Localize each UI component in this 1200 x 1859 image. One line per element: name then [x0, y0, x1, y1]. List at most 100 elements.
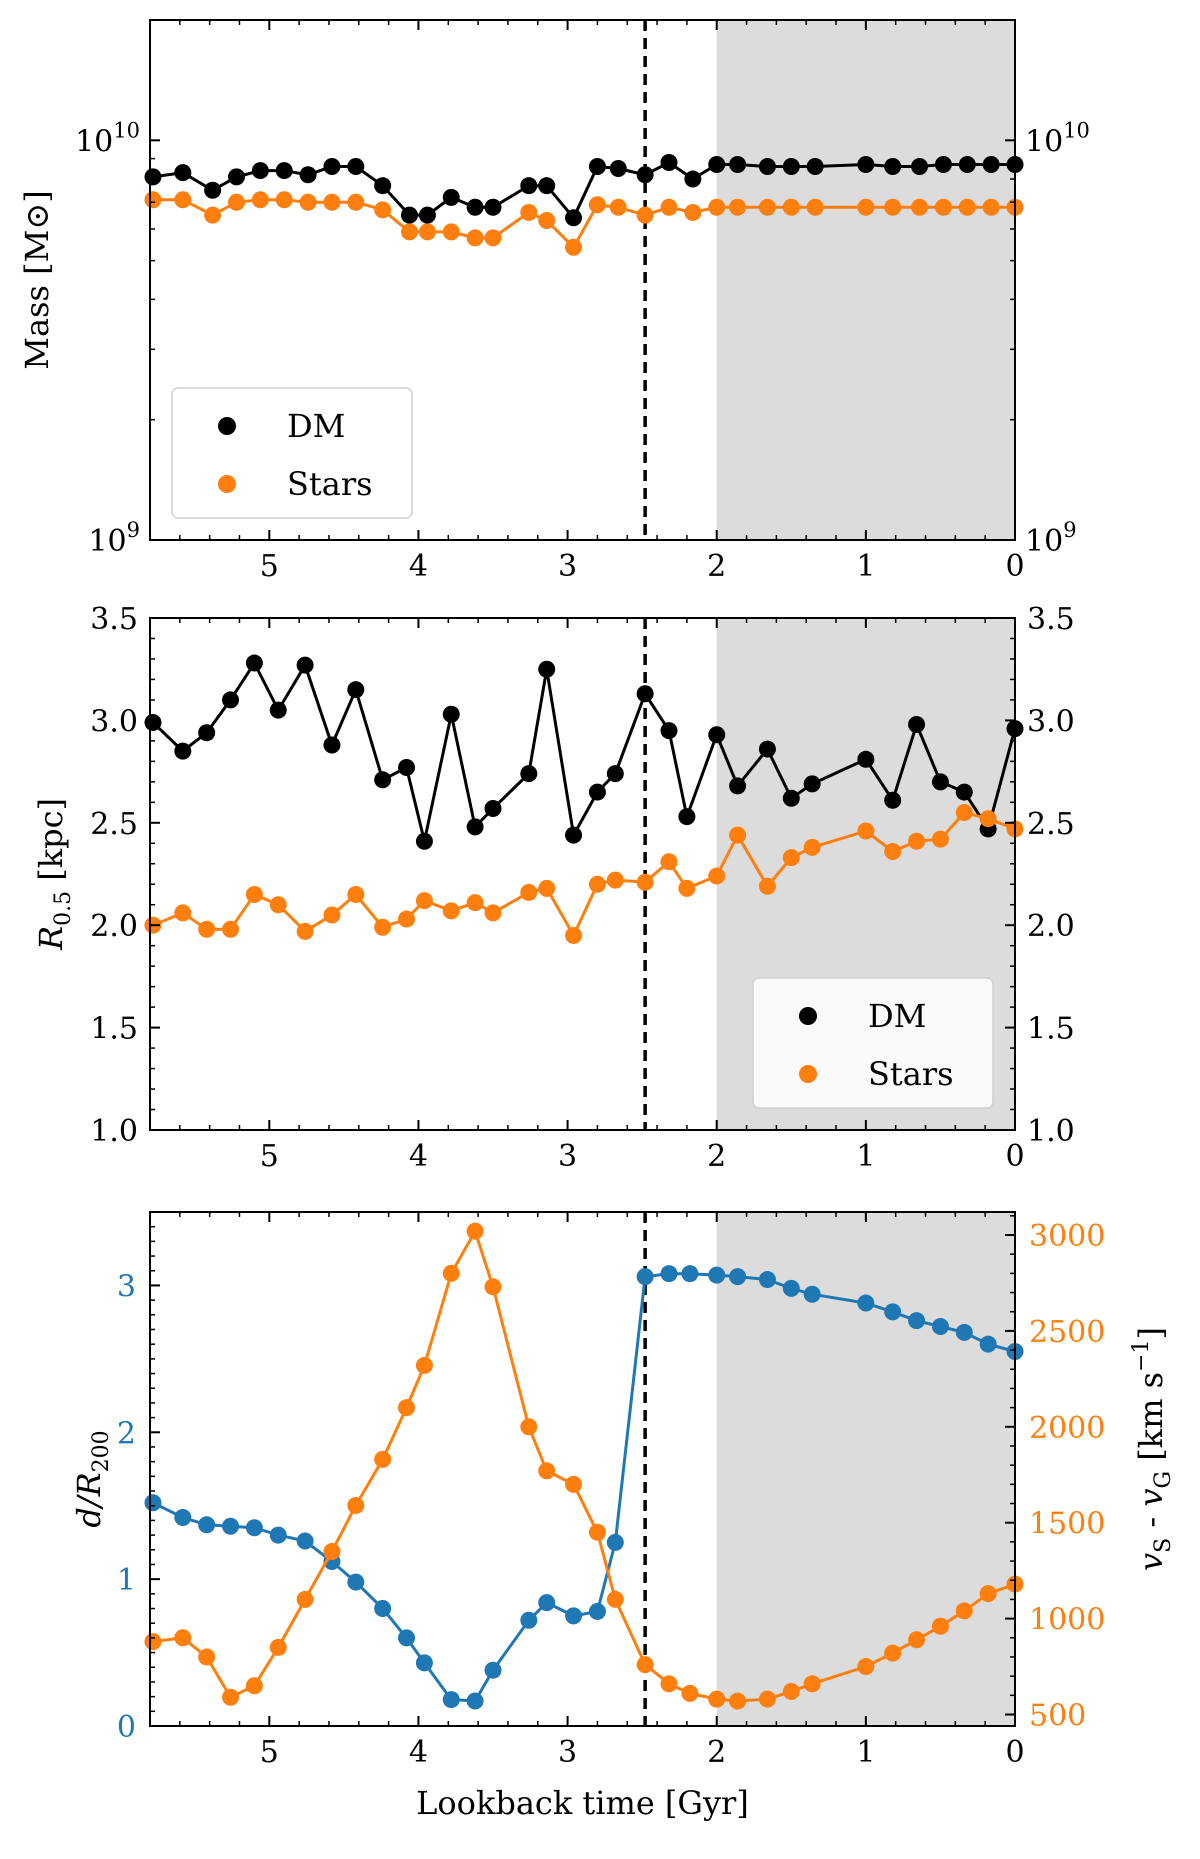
data-point — [884, 1303, 902, 1321]
x-tick-label: 0 — [1005, 1735, 1024, 1770]
y-tick-label-right: 1.5 — [1027, 1012, 1075, 1047]
data-point — [520, 765, 538, 783]
data-point — [269, 701, 287, 719]
data-point — [466, 818, 484, 836]
data-point — [660, 722, 678, 740]
data-point — [684, 170, 702, 188]
y-tick-label-right: 3.0 — [1027, 704, 1075, 739]
data-point — [729, 155, 747, 173]
data-point — [275, 162, 293, 180]
data-point — [729, 1268, 747, 1286]
data-point — [708, 198, 726, 216]
data-point — [296, 1532, 314, 1550]
data-point — [538, 879, 556, 897]
data-point — [660, 198, 678, 216]
data-point — [442, 1264, 460, 1282]
y-tick-label-right: 3000 — [1029, 1219, 1105, 1254]
y-tick-label: 1010 — [75, 118, 140, 159]
y-axis-title: R0.5 [kpc] — [32, 798, 76, 951]
data-point — [323, 193, 341, 211]
data-point — [708, 1266, 726, 1284]
data-point — [347, 681, 365, 699]
y-tick-label-right: 1000 — [1029, 1603, 1105, 1638]
data-point — [606, 1590, 624, 1608]
data-point — [484, 229, 502, 247]
data-point — [374, 177, 392, 195]
data-point — [908, 832, 926, 850]
data-point — [466, 1692, 484, 1710]
data-point — [660, 853, 678, 871]
x-tick-label: 0 — [1005, 1139, 1024, 1174]
data-point — [931, 1318, 949, 1336]
x-axis: 5 4 3 2 1 0 — [179, 618, 1025, 1174]
data-point — [347, 885, 365, 903]
data-point — [806, 198, 824, 216]
y-tick-label-right: 500 — [1029, 1698, 1086, 1733]
data-point — [606, 765, 624, 783]
data-point — [228, 168, 245, 186]
legend-label: Stars — [287, 465, 373, 503]
data-point — [588, 1523, 606, 1541]
data-point — [588, 875, 606, 893]
data-point — [484, 799, 502, 817]
x-tick-label: 5 — [260, 549, 279, 584]
data-point — [955, 1323, 973, 1341]
data-point — [979, 810, 997, 828]
data-point — [144, 1633, 162, 1651]
data-point — [782, 198, 800, 216]
series-stars — [144, 804, 1024, 944]
x-tick-label: 1 — [856, 1735, 875, 1770]
data-point — [520, 203, 538, 221]
data-point — [466, 1222, 484, 1240]
data-point — [269, 896, 287, 914]
data-point — [729, 777, 747, 795]
data-point — [758, 1271, 776, 1289]
data-point — [911, 157, 929, 175]
data-point — [374, 201, 392, 219]
data-point — [955, 1602, 973, 1620]
data-point — [296, 1590, 314, 1608]
data-point — [442, 223, 460, 241]
data-point — [245, 885, 263, 903]
data-point — [275, 191, 293, 209]
data-point — [636, 685, 654, 703]
data-point — [588, 1602, 606, 1620]
data-point — [782, 157, 800, 175]
data-point — [565, 238, 583, 256]
data-point — [198, 1648, 216, 1666]
data-point — [323, 1542, 341, 1560]
data-point — [955, 804, 973, 822]
x-tick-label: 3 — [558, 1139, 577, 1174]
y-axis: 1.0 1.0 1.5 1.5 2.0 2.0 2.5 2.5 3.0 3.0 3.5 3.5 — [90, 602, 1074, 1149]
y-tick-label: 0 — [117, 1710, 136, 1745]
data-point — [415, 1654, 433, 1672]
data-point — [955, 783, 973, 801]
y-tick-label-right: 2.0 — [1027, 909, 1075, 944]
series-stars — [144, 191, 1024, 256]
x-tick-label: 5 — [260, 1139, 279, 1174]
x-tick-label: 2 — [707, 549, 726, 584]
data-point — [484, 198, 502, 216]
data-point — [466, 229, 484, 247]
plot-frame — [149, 617, 1016, 1131]
data-point — [681, 1684, 699, 1702]
plot-frame — [149, 1211, 1016, 1727]
plot-frame — [149, 19, 1016, 541]
data-point — [299, 166, 317, 184]
data-point — [908, 1312, 926, 1330]
panel-radius: 5 4 3 2 1 01.0 1.01.5 1.52.0 2.02.5 2.53.0 3.03.5 3… — [32, 602, 1075, 1174]
data-point — [729, 198, 747, 216]
data-point — [398, 1629, 416, 1647]
data-point — [931, 773, 949, 791]
data-point — [708, 726, 726, 744]
legend-marker — [218, 475, 236, 493]
data-point — [958, 155, 976, 173]
x-tick-label: 4 — [409, 549, 428, 584]
data-point — [245, 1519, 263, 1537]
data-point — [418, 206, 436, 224]
data-point — [782, 1279, 800, 1297]
data-point — [758, 157, 776, 175]
data-point — [565, 209, 583, 227]
x-tick-label: 0 — [1005, 549, 1024, 584]
